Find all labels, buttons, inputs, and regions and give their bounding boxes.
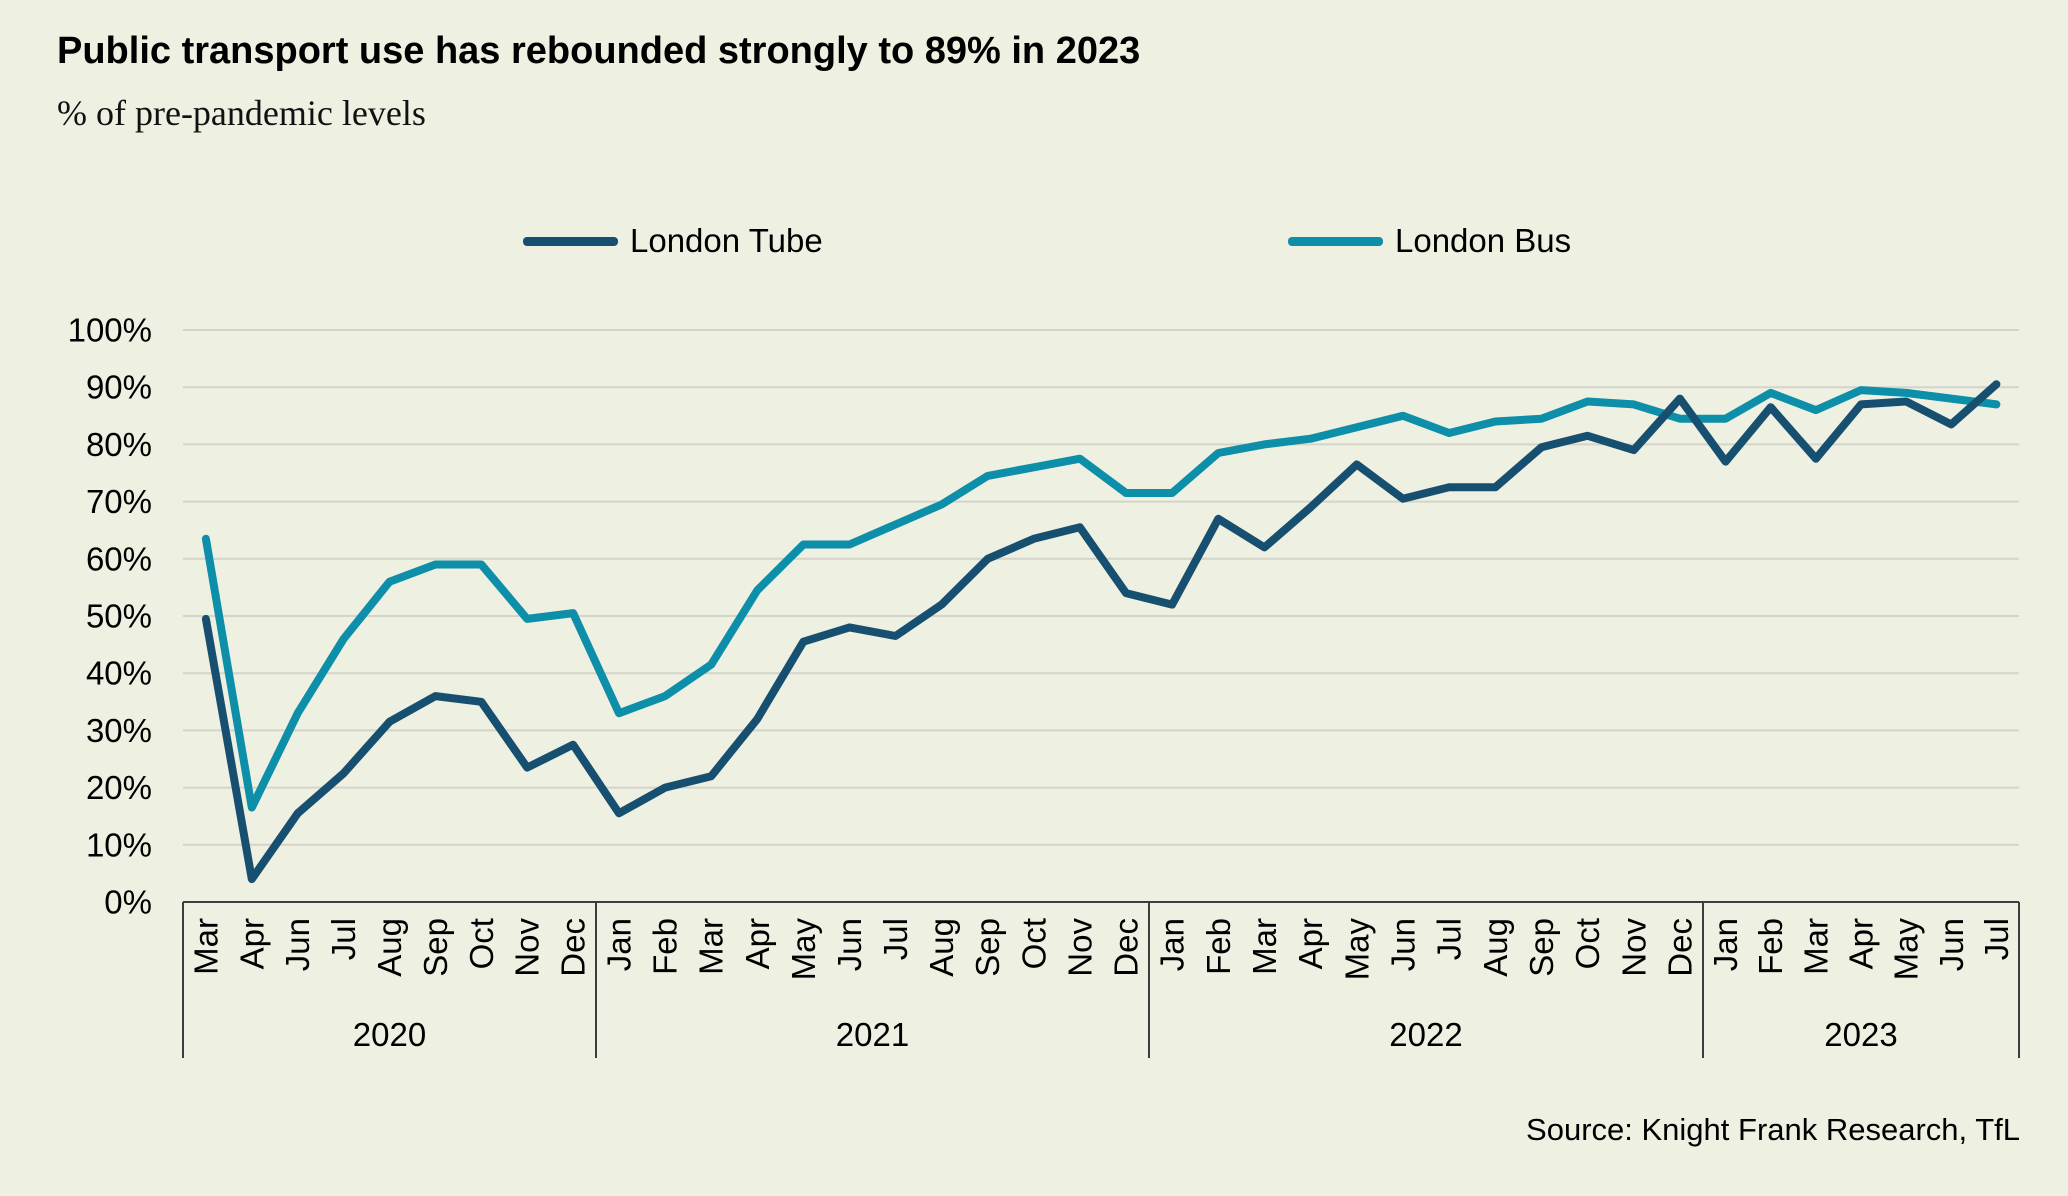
month-tick-label: Dec xyxy=(1661,918,1698,977)
year-label: 2021 xyxy=(836,1016,909,1053)
month-tick-label: Jan xyxy=(1707,918,1744,971)
month-tick-label: Oct xyxy=(1569,918,1606,969)
tube-line xyxy=(201,380,2001,884)
month-tick-label: Aug xyxy=(923,918,960,977)
month-tick-label: Nov xyxy=(509,918,546,977)
month-tick-label: Feb xyxy=(647,918,684,975)
month-tick-label: Apr xyxy=(233,918,270,969)
month-tick-label: May xyxy=(785,918,822,981)
month-tick-label: May xyxy=(1338,918,1375,981)
chart-title: Public transport use has rebounded stron… xyxy=(57,30,1141,72)
month-tick-label: Jul xyxy=(877,918,914,960)
y-tick-label: 90% xyxy=(86,369,152,406)
month-tick-label: Jan xyxy=(1154,918,1191,971)
y-tick-label: 10% xyxy=(86,826,152,863)
month-tick-label: Sep xyxy=(417,918,454,977)
month-tick-label: Oct xyxy=(463,918,500,969)
month-tick-label: Apr xyxy=(739,918,776,969)
month-tick-label: Mar xyxy=(1246,918,1283,975)
month-tick-label: Jul xyxy=(1978,918,2015,960)
month-tick-label: Aug xyxy=(1477,918,1514,977)
legend-item-london-tube: London Tube xyxy=(523,220,823,262)
chart-subtitle: % of pre-pandemic levels xyxy=(57,93,426,133)
month-tick-label: Apr xyxy=(1843,918,1880,969)
month-tick-label: Mar xyxy=(187,918,224,975)
y-tick-label: 100% xyxy=(68,312,152,349)
source-credit: Source: Knight Frank Research, TfL xyxy=(1526,1112,2020,1147)
y-tick-label: 70% xyxy=(86,483,152,520)
month-tick-label: Jul xyxy=(325,918,362,960)
y-tick-label: 20% xyxy=(86,769,152,806)
month-tick-label: Nov xyxy=(1061,918,1098,977)
month-tick-label: Dec xyxy=(1107,918,1144,977)
bus-line xyxy=(201,386,2001,812)
month-tick-label: Mar xyxy=(1797,918,1834,975)
month-tick-label: Feb xyxy=(1200,918,1237,975)
y-tick-label: 80% xyxy=(86,426,152,463)
y-tick-label: 0% xyxy=(104,884,152,921)
month-tick-label: Feb xyxy=(1752,918,1789,975)
month-tick-label: Jan xyxy=(601,918,638,971)
month-tick-label: May xyxy=(1888,918,1925,981)
y-tick-label: 50% xyxy=(86,598,152,635)
month-tick-label: Aug xyxy=(371,918,408,977)
month-tick-label: Sep xyxy=(969,918,1006,977)
month-tick-label: Jul xyxy=(1431,918,1468,960)
month-tick-label: Oct xyxy=(1015,918,1052,969)
tube-line-swatch-icon xyxy=(523,236,618,246)
month-tick-label: Jun xyxy=(1933,918,1970,971)
y-tick-label: 30% xyxy=(86,712,152,749)
year-label: 2020 xyxy=(353,1016,426,1053)
year-label: 2023 xyxy=(1824,1016,1897,1053)
month-tick-label: Mar xyxy=(693,918,730,975)
legend-item-london-bus: London Bus xyxy=(1288,220,1571,262)
month-tick-label: Jun xyxy=(831,918,868,971)
month-tick-label: Nov xyxy=(1615,918,1652,977)
legend-label-london-bus: London Bus xyxy=(1395,222,1572,259)
month-tick-label: Sep xyxy=(1523,918,1560,977)
month-tick-label: Jun xyxy=(1384,918,1421,971)
month-tick-label: Apr xyxy=(1292,918,1329,969)
legend-label-london-tube: London Tube xyxy=(630,222,823,259)
month-tick-label: Dec xyxy=(555,918,592,977)
y-tick-label: 40% xyxy=(86,655,152,692)
y-tick-label: 60% xyxy=(86,540,152,577)
bus-line-swatch-icon xyxy=(1288,236,1383,246)
year-label: 2022 xyxy=(1389,1016,1462,1053)
month-tick-label: Jun xyxy=(279,918,316,971)
